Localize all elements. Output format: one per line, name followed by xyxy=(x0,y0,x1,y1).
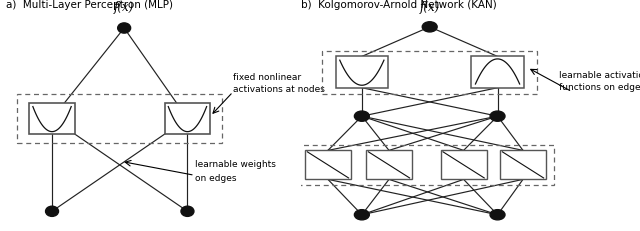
Bar xyxy=(441,151,486,180)
Text: activations at nodes: activations at nodes xyxy=(233,85,325,94)
Text: on edges: on edges xyxy=(195,173,236,182)
Bar xyxy=(29,103,75,134)
Circle shape xyxy=(118,24,131,34)
Text: f(x): f(x) xyxy=(420,1,440,14)
Text: x₂: x₂ xyxy=(182,229,193,231)
Bar xyxy=(296,145,554,185)
Text: learnable weights: learnable weights xyxy=(195,160,276,169)
Circle shape xyxy=(422,23,437,33)
Bar xyxy=(305,151,351,180)
Text: a)  Multi-Layer Perceptron (MLP): a) Multi-Layer Perceptron (MLP) xyxy=(6,0,173,10)
Circle shape xyxy=(355,112,369,122)
Text: learnable activation: learnable activation xyxy=(559,71,640,80)
Text: functions on edges: functions on edges xyxy=(559,82,640,91)
Bar xyxy=(322,51,538,94)
Circle shape xyxy=(490,112,505,122)
Text: fixed nonlinear: fixed nonlinear xyxy=(233,73,301,82)
Bar xyxy=(164,103,211,134)
Circle shape xyxy=(355,210,369,220)
Bar xyxy=(500,151,546,180)
Circle shape xyxy=(490,210,505,220)
Circle shape xyxy=(45,206,58,216)
Text: b)  Kolgomorov-Arnold Network (KAN): b) Kolgomorov-Arnold Network (KAN) xyxy=(301,0,497,10)
Text: f(x): f(x) xyxy=(114,1,134,14)
Bar xyxy=(366,151,412,180)
Circle shape xyxy=(181,206,194,216)
Text: x₁: x₁ xyxy=(47,229,58,231)
Bar xyxy=(335,57,388,88)
Bar xyxy=(471,57,524,88)
Bar xyxy=(17,94,222,144)
